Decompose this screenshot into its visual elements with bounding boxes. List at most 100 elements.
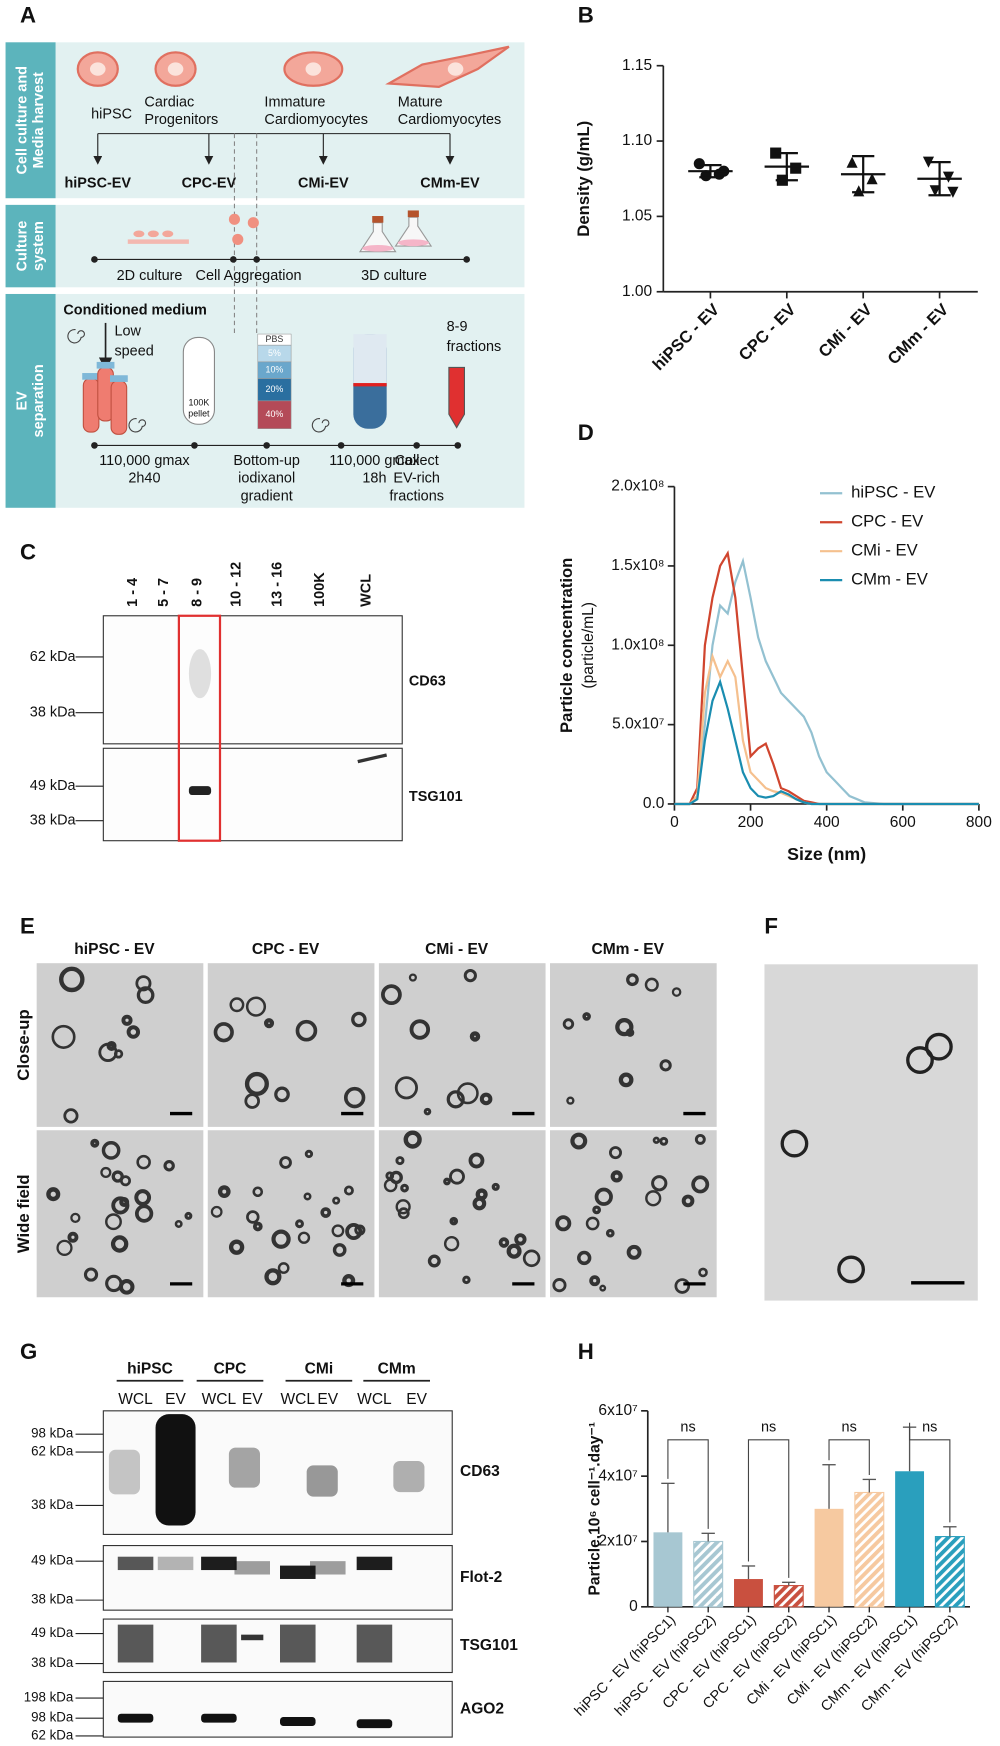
vesicle (332, 1196, 341, 1205)
vesicle (83, 1267, 99, 1282)
vesicle (252, 1186, 264, 1198)
group-label: hiPSC (127, 1361, 173, 1378)
vesicle (90, 1138, 100, 1148)
y-tick-label: 1.00 (622, 283, 653, 300)
vesicle (244, 1071, 269, 1097)
vesicle (626, 1244, 642, 1260)
row-label: EV (15, 391, 31, 411)
vesicle (320, 1207, 332, 1218)
ev-band (353, 383, 387, 387)
step-label: Collect (395, 453, 439, 469)
mw-marker: 198 kDa (24, 1690, 74, 1705)
band (357, 753, 388, 764)
vesicle (562, 1018, 575, 1030)
bar (814, 1508, 844, 1607)
y-tick-label: 0.0 (643, 795, 665, 812)
vesicle (174, 1219, 183, 1228)
significance-label: ns (842, 1419, 857, 1435)
vesicle (395, 1199, 411, 1215)
nucleus (167, 62, 184, 76)
cell-label: Cardiac (144, 94, 194, 110)
flask-cap (407, 210, 419, 218)
y-tick-label: 4x10⁷ (598, 1467, 637, 1484)
significance-label: ns (680, 1419, 695, 1435)
vesicle (332, 1243, 347, 1257)
vesicle (210, 1205, 223, 1218)
dot (463, 256, 470, 263)
culture-label: 2D culture (117, 268, 183, 284)
band (310, 1561, 346, 1575)
band (306, 1465, 338, 1497)
row-label: system (31, 221, 47, 271)
panel-letter: A (20, 3, 36, 28)
lane-label: 13 - 16 (270, 562, 286, 607)
vesicle (121, 1014, 133, 1026)
vesicle (446, 1090, 465, 1109)
vesicle (245, 996, 267, 1017)
band (234, 1561, 270, 1575)
vesicle (577, 1250, 592, 1266)
vesicle (479, 1092, 493, 1106)
significance-label: ns (761, 1419, 776, 1435)
vesicle (659, 1136, 669, 1146)
vesicle (59, 966, 85, 993)
ev-type: CMm-EV (420, 176, 480, 192)
lane-label: WCL (357, 1391, 392, 1408)
legend-label: hiPSC - EV (851, 483, 936, 502)
band (280, 1717, 316, 1726)
lane-label: EV (242, 1391, 263, 1408)
spiral (311, 418, 330, 433)
vesicle (522, 1249, 541, 1268)
tube-cap (110, 375, 128, 382)
vesicle (277, 1262, 290, 1274)
significance-bracket (828, 1439, 870, 1475)
y-tick-label: 1.5x10⁸ (611, 557, 664, 574)
y-tick-label: 2.0x10⁸ (611, 478, 664, 495)
blot (102, 1680, 453, 1738)
band (201, 1713, 237, 1723)
panel-letter: B (578, 3, 594, 28)
bar (734, 1579, 763, 1607)
fraction-tube (448, 366, 465, 429)
vesicle (136, 986, 155, 1005)
vesicle (46, 1187, 61, 1202)
vesicle (594, 1187, 613, 1206)
tem-image (550, 963, 717, 1127)
tem-image (207, 1130, 375, 1298)
y-tick-label: 0 (629, 1598, 638, 1615)
vesicle (246, 1210, 260, 1224)
vesicle (98, 1042, 118, 1063)
mw-marker: 49 kDa (30, 778, 77, 794)
fractions-label: fractions (447, 339, 502, 355)
tem-image (207, 963, 375, 1127)
flask-cap (372, 216, 384, 223)
vesicle (906, 1046, 934, 1074)
cell-label: Immature (264, 94, 325, 110)
bar (854, 1491, 885, 1608)
vesicle (295, 1219, 304, 1229)
y-axis-label: Particle.10⁶ cell⁻¹.day⁻¹ (587, 1422, 604, 1595)
x-tick-label: hiPSC - EV (649, 300, 723, 374)
row-label: Close-up (14, 1009, 33, 1080)
vesicle (395, 1156, 405, 1166)
pellet-label: 100K (189, 397, 210, 407)
vesicle (63, 1108, 79, 1124)
vesicle (615, 1017, 634, 1037)
mw-marker: 38 kDa (31, 1592, 74, 1607)
vesicle (599, 1284, 607, 1292)
dot (253, 256, 260, 263)
vesicle (694, 1133, 706, 1145)
series-line (674, 678, 979, 806)
vesicle (394, 1076, 418, 1100)
lane-label: WCL (358, 574, 374, 607)
vesicle (443, 1177, 451, 1186)
x-tick-label: 400 (814, 814, 840, 831)
ev-type: CPC-EV (182, 176, 237, 192)
gradient-label: 40% (266, 409, 284, 419)
cell-2d (133, 230, 145, 238)
vesicle (303, 1192, 312, 1201)
vesicle (491, 1182, 500, 1191)
blot (102, 1618, 453, 1674)
vesicle (618, 1072, 634, 1088)
column-label: CMm - EV (591, 941, 664, 958)
